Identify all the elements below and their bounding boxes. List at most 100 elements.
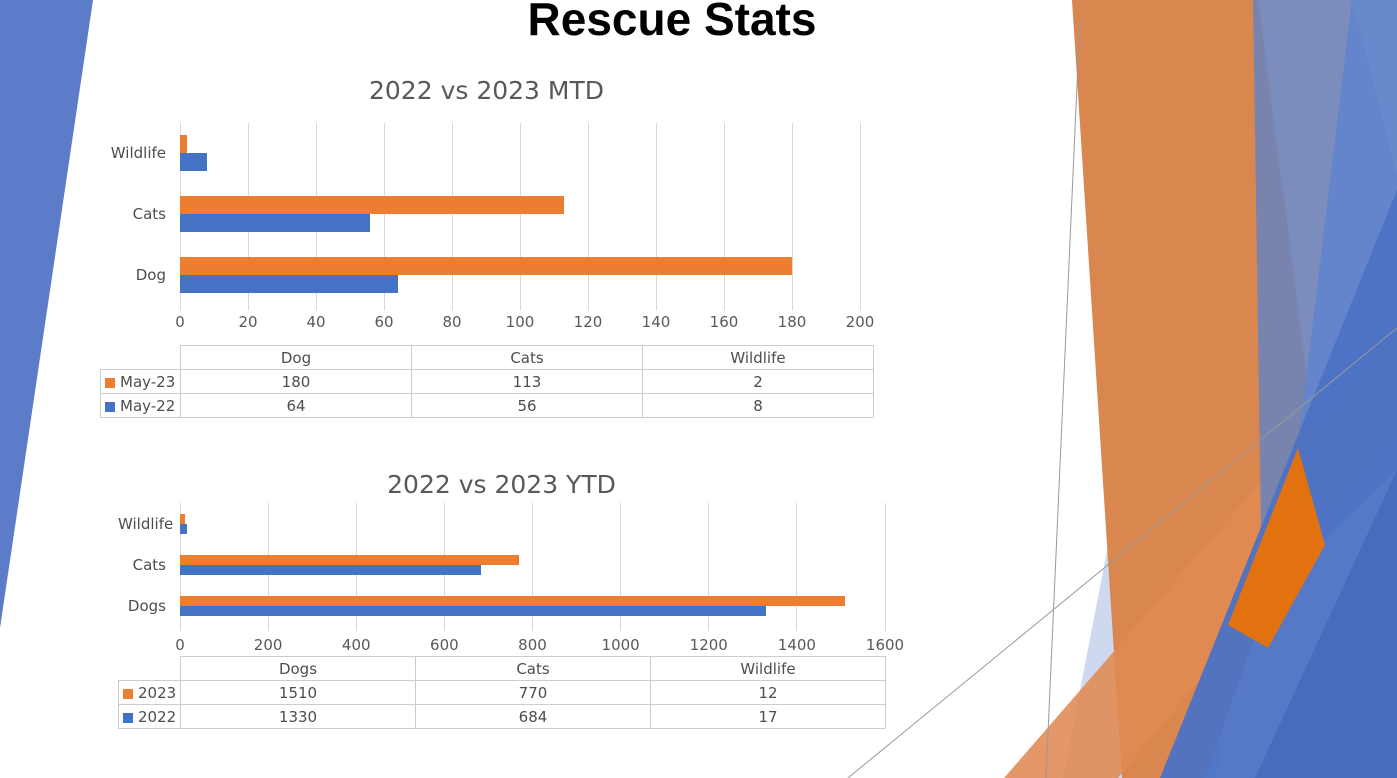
table-row: May-22 64 56 8 — [100, 393, 874, 418]
table-header-cell: Cats — [411, 345, 643, 370]
x-tick-label: 400 — [341, 636, 371, 654]
bar-May-22-Wildlife — [180, 153, 208, 172]
x-tick-label: 180 — [777, 313, 807, 331]
x-tick-label: 600 — [430, 636, 459, 654]
category-label: Wildlife — [110, 144, 166, 163]
bar-May-22-Cats — [180, 214, 371, 232]
series-name: May-22 — [120, 396, 176, 415]
table-header-cell: Wildlife — [642, 345, 874, 370]
legend-cell: 2023 — [118, 680, 181, 705]
x-tick-label: 120 — [573, 313, 603, 331]
slide-title: Rescue Stats — [527, 0, 817, 45]
x-tick-label: 1400 — [777, 636, 816, 654]
table-value-cell: 2 — [642, 369, 874, 394]
table-value-cell: 180 — [180, 369, 412, 394]
gridline — [655, 123, 657, 310]
plot-area — [179, 503, 886, 631]
table-value-cell: 12 — [650, 680, 886, 705]
plot-area — [179, 123, 861, 310]
chart-title: 2022 vs 2023 MTD — [369, 76, 604, 105]
legend-cell: May-22 — [100, 393, 181, 418]
gridline — [532, 503, 533, 631]
table-row: 2022 1330 684 17 — [118, 704, 886, 729]
gridline — [884, 503, 886, 631]
x-tick-label: 100 — [505, 313, 535, 331]
gridline — [519, 123, 521, 310]
gridline — [587, 123, 589, 310]
x-tick-label: 0 — [175, 313, 185, 331]
table-value-cell: 1510 — [180, 680, 416, 705]
series-name: May-23 — [120, 372, 176, 391]
gridline — [791, 123, 793, 310]
table-header-cell: Dogs — [180, 656, 416, 681]
bar-2022-Wildlife — [180, 523, 188, 534]
series-name: 2022 — [138, 707, 177, 726]
x-tick-label: 1000 — [601, 636, 640, 654]
x-tick-label: 1200 — [689, 636, 728, 654]
table-value-cell: 8 — [642, 393, 874, 418]
gridline — [859, 123, 861, 310]
table-value-cell: 113 — [411, 369, 643, 394]
data-table: Dog Cats Wildlife May-23 180 113 2 May-22 64 56 8 — [100, 345, 874, 418]
table-header-cell: Wildlife — [650, 656, 886, 681]
legend-swatch — [105, 377, 115, 388]
x-tick-label: 0 — [175, 636, 185, 654]
bar-2022-Cats — [180, 564, 482, 575]
category-label: Wildlife — [118, 514, 174, 533]
table-value-cell: 770 — [415, 680, 651, 705]
gridline — [620, 503, 622, 631]
legend-cell: May-23 — [100, 369, 181, 394]
gridline — [796, 503, 798, 631]
table-header-cell: Cats — [415, 656, 651, 681]
mtd-chart: 2022 vs 2023 MTD 0 20 40 60 80 100 120 140 160 180… — [100, 76, 874, 423]
legend-swatch — [123, 688, 133, 699]
table-corner-cell — [119, 657, 181, 681]
bar-May-23-Cats — [180, 196, 565, 214]
table-value-cell: 684 — [415, 704, 651, 729]
bar-May-22-Dog — [180, 274, 398, 293]
table-header-cell: Dog — [180, 345, 412, 370]
x-tick-label: 200 — [845, 313, 875, 331]
table-value-cell: 56 — [411, 393, 643, 418]
x-tick-label: 800 — [518, 636, 547, 654]
bar-2023-Cats — [180, 554, 520, 565]
bar-May-23-Dog — [180, 256, 792, 275]
chart-title: 2022 vs 2023 YTD — [387, 470, 616, 499]
table-row: May-23 180 113 2 — [100, 369, 874, 394]
legend-swatch — [123, 712, 133, 723]
x-tick-label: 200 — [253, 636, 283, 654]
ytd-chart: 2022 vs 2023 YTD 0 200 400 600 800 1000 1200 140… — [118, 470, 904, 734]
series-name: 2023 — [138, 683, 177, 702]
x-tick-label: 140 — [641, 313, 671, 331]
category-label: Cats — [132, 555, 166, 574]
x-tick-label: 1600 — [865, 636, 905, 654]
bar-2023-Wildlife — [180, 513, 186, 524]
bar-2023-Dogs — [180, 595, 846, 606]
category-label: Cats — [132, 205, 166, 223]
gridline — [451, 123, 453, 310]
table-value-cell: 17 — [650, 704, 886, 729]
table-corner-cell — [101, 346, 181, 370]
table-header-row: Dogs Cats Wildlife — [119, 656, 886, 681]
gridline — [708, 503, 710, 631]
x-tick-label: 40 — [306, 313, 326, 331]
x-tick-label: 20 — [238, 313, 258, 331]
bar-May-23-Wildlife — [180, 135, 187, 154]
x-tick-label: 160 — [709, 313, 739, 331]
gridline — [383, 123, 385, 310]
gridline — [723, 123, 725, 310]
table-value-cell: 1330 — [180, 704, 416, 729]
legend-cell: 2022 — [118, 704, 181, 729]
bar-2022-Dogs — [180, 605, 767, 616]
legend-swatch — [105, 401, 115, 412]
table-header-row: Dog Cats Wildlife — [101, 345, 874, 370]
x-tick-label: 60 — [374, 313, 394, 331]
category-label: Dogs — [127, 596, 166, 615]
data-table: Dogs Cats Wildlife 2023 1510 770 12 2022 1330 684… — [118, 656, 886, 729]
table-value-cell: 64 — [180, 393, 412, 418]
category-label: Dog — [135, 265, 166, 284]
table-row: 2023 1510 770 12 — [118, 680, 886, 705]
x-tick-label: 80 — [442, 313, 462, 331]
